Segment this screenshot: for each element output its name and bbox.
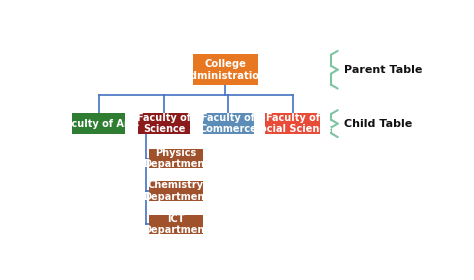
Text: Parent Table: Parent Table bbox=[344, 65, 422, 75]
Text: Child Table: Child Table bbox=[344, 119, 412, 129]
FancyBboxPatch shape bbox=[72, 113, 125, 134]
Text: College
administration: College administration bbox=[184, 59, 267, 81]
Text: Chemistry
Department: Chemistry Department bbox=[143, 180, 209, 202]
Text: Faculty of Arts: Faculty of Arts bbox=[59, 119, 139, 129]
Text: Faculty of
Social Science: Faculty of Social Science bbox=[253, 113, 332, 134]
FancyBboxPatch shape bbox=[149, 181, 202, 201]
FancyBboxPatch shape bbox=[202, 113, 254, 134]
Text: Physics
Department: Physics Department bbox=[143, 148, 209, 169]
FancyBboxPatch shape bbox=[265, 113, 320, 134]
Text: Faculty of
Science: Faculty of Science bbox=[137, 113, 191, 134]
FancyBboxPatch shape bbox=[193, 54, 258, 85]
FancyBboxPatch shape bbox=[149, 149, 202, 168]
FancyBboxPatch shape bbox=[138, 113, 190, 134]
FancyBboxPatch shape bbox=[149, 215, 202, 234]
Text: ICT
Department: ICT Department bbox=[143, 214, 209, 235]
Text: Faculty of
Commerce: Faculty of Commerce bbox=[200, 113, 257, 134]
